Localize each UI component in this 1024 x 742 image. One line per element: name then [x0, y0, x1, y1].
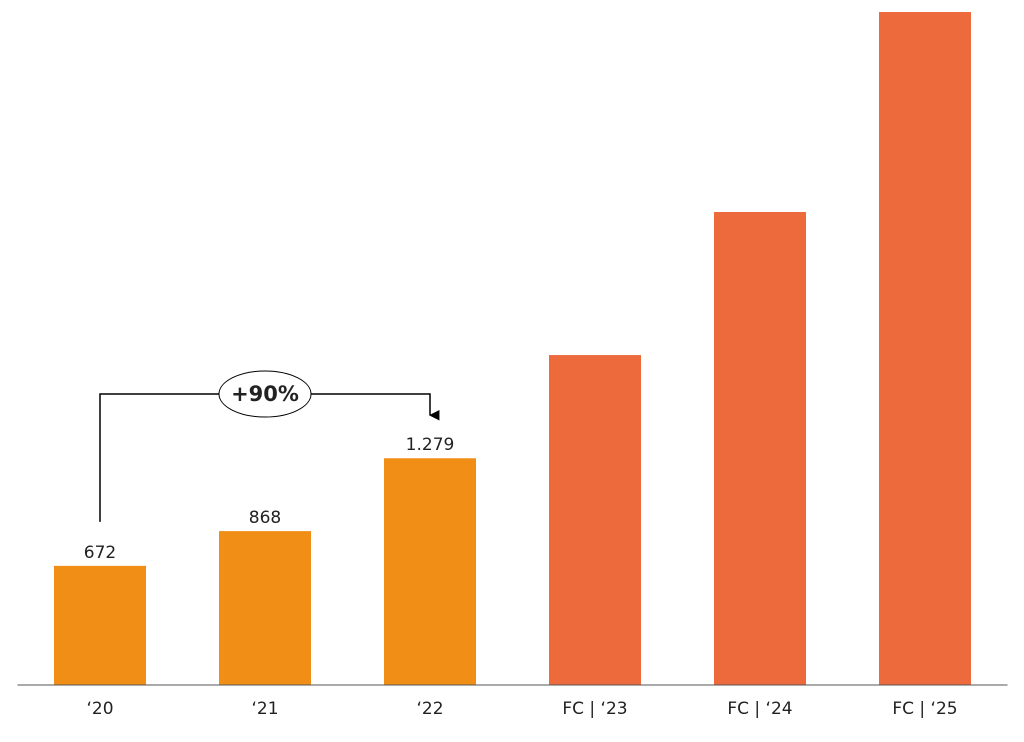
- x-tick-label: FC | ‘23: [562, 699, 627, 719]
- bar: [714, 211, 806, 686]
- x-tick-label: ‘21: [251, 699, 278, 719]
- x-tick-label: FC | ‘25: [892, 699, 957, 719]
- bar: [219, 531, 311, 685]
- bar: [549, 355, 641, 685]
- value-label: 1.279: [406, 435, 455, 455]
- x-tick-label: ‘20: [86, 699, 113, 719]
- value-label: 868: [249, 508, 281, 528]
- value-label: 672: [84, 543, 116, 563]
- x-tick-label: FC | ‘24: [727, 699, 792, 719]
- bar: [879, 12, 971, 685]
- x-tick-label: ‘22: [416, 699, 443, 719]
- annotation: +90%: [231, 382, 299, 406]
- bar: [384, 458, 476, 685]
- bar: [54, 565, 146, 685]
- annotation-bubble: [218, 370, 312, 418]
